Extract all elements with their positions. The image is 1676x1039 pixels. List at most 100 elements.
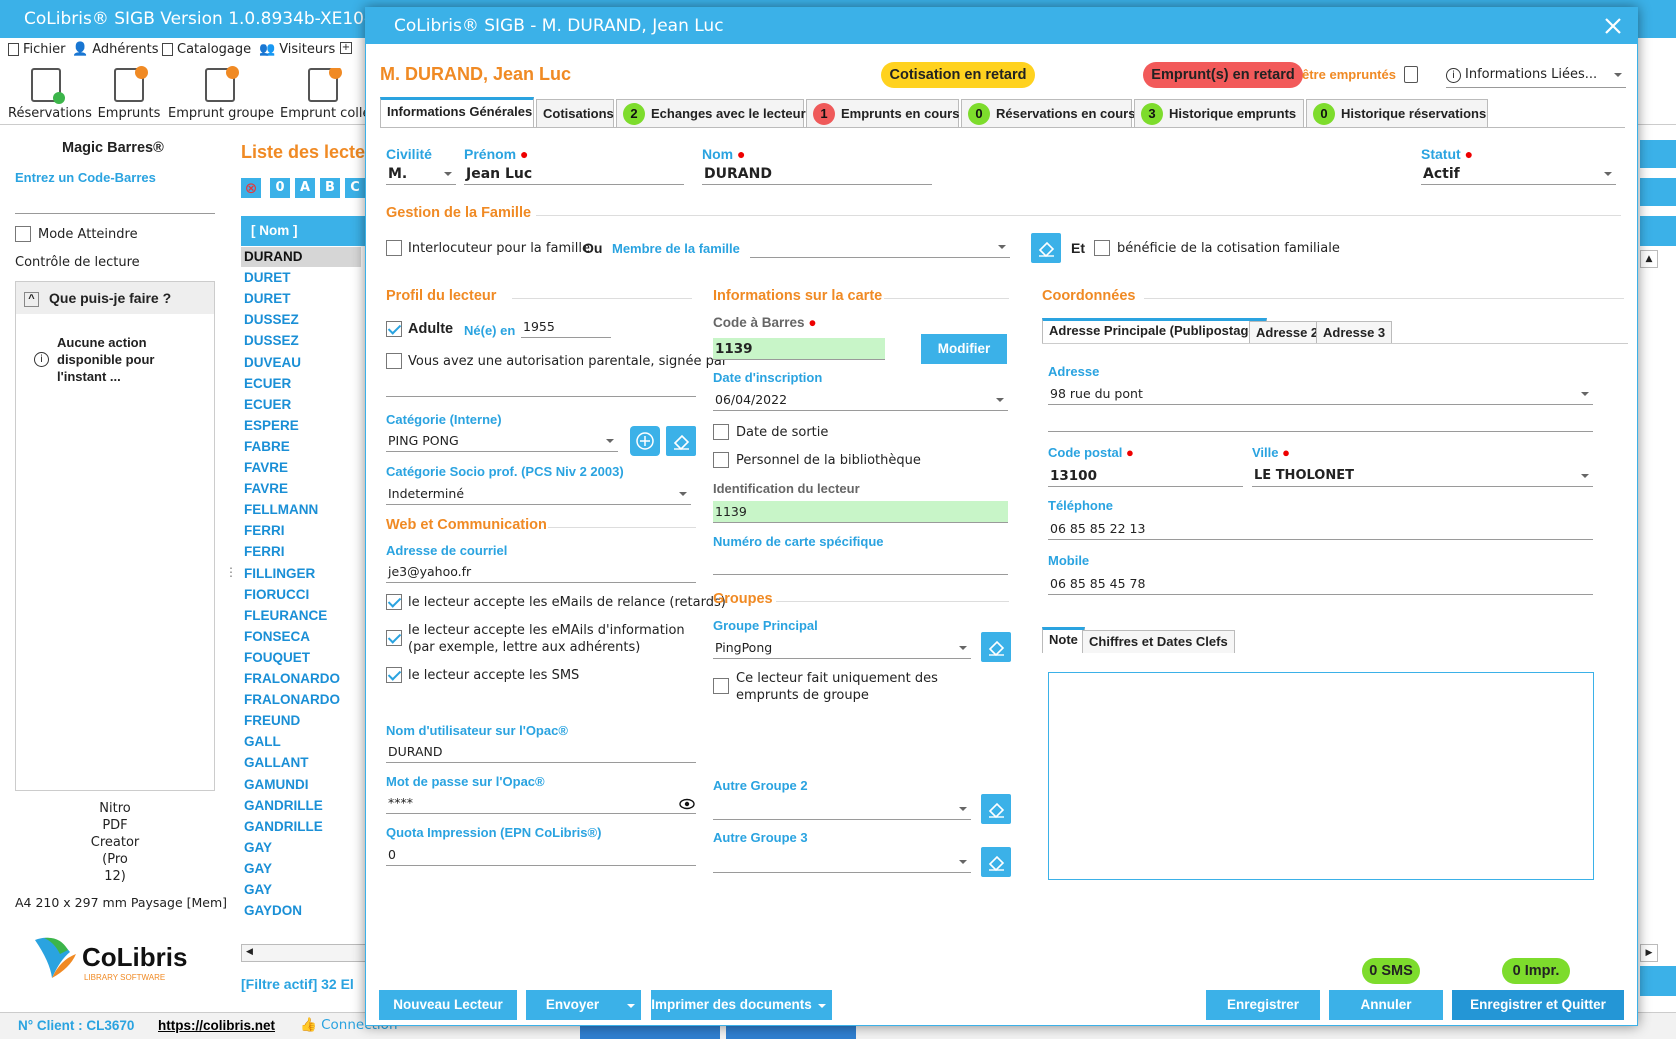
enregistrer-button[interactable]: Enregistrer: [1206, 990, 1320, 1020]
adresse-line-2[interactable]: [1048, 410, 1593, 432]
adresse-select[interactable]: 98 rue du pont: [1048, 383, 1593, 405]
courriel-field[interactable]: je3@yahoo.fr: [386, 561, 696, 583]
letter-filter-a[interactable]: A: [295, 178, 315, 198]
list-item[interactable]: FELLMANN: [244, 502, 319, 518]
list-item[interactable]: DUSSEZ: [244, 333, 299, 349]
inscription-date[interactable]: 06/04/2022: [713, 389, 1008, 411]
list-item[interactable]: FOUQUET: [244, 649, 310, 665]
autorisation-checkbox[interactable]: [386, 353, 402, 369]
autre-groupe-2-select[interactable]: [713, 798, 971, 820]
list-item[interactable]: FERRI: [244, 544, 285, 560]
menu-more[interactable]: +: [340, 42, 352, 54]
list-item[interactable]: GAY: [244, 860, 273, 876]
reservations-button[interactable]: Réservations: [8, 68, 92, 121]
categorie-select[interactable]: PING PONG: [386, 430, 618, 452]
mobile-field[interactable]: 06 85 85 45 78: [1048, 573, 1593, 595]
menu-fichier[interactable]: Fichier: [8, 42, 66, 57]
list-item[interactable]: ECUER: [244, 375, 292, 391]
tab-adresse-3[interactable]: Adresse 3: [1316, 321, 1393, 344]
modifier-button[interactable]: Modifier: [921, 334, 1007, 364]
ville-select[interactable]: LE THOLONET: [1252, 465, 1593, 487]
note-textarea[interactable]: [1048, 672, 1594, 880]
opac-pwd-field[interactable]: ****: [386, 792, 696, 814]
que-puis-je-header[interactable]: ^ Que puis-je faire ?: [16, 282, 214, 314]
relance-checkbox[interactable]: [386, 594, 402, 610]
tab-historique-emprunts[interactable]: 3 Historique emprunts: [1134, 99, 1304, 128]
membre-select[interactable]: [750, 236, 1010, 258]
list-item[interactable]: ESPERE: [244, 417, 299, 433]
tab-cotisations[interactable]: Cotisations: [536, 99, 614, 128]
add-categorie-button[interactable]: [630, 426, 660, 456]
tab-emprunts-en-cours[interactable]: 1 Emprunts en cours: [806, 99, 959, 128]
list-item[interactable]: FRALONARDO: [244, 692, 340, 708]
list-item[interactable]: GALLANT: [244, 755, 309, 771]
nouveau-lecteur-button[interactable]: Nouveau Lecteur: [379, 990, 517, 1020]
opac-user-field[interactable]: DURAND: [386, 741, 696, 763]
quota-field[interactable]: 0: [386, 844, 696, 866]
nom-field[interactable]: DURAND: [702, 163, 932, 185]
clear-groupe-principal-button[interactable]: [981, 632, 1011, 662]
close-icon[interactable]: [1601, 14, 1625, 38]
menu-visiteurs[interactable]: 👥 Visiteurs: [259, 42, 335, 57]
menu-adherents[interactable]: 👤 Adhérents: [72, 42, 159, 57]
list-item[interactable]: GAY: [244, 839, 273, 855]
list-item[interactable]: FONSECA: [244, 628, 311, 644]
code-barres-field[interactable]: 1139: [713, 338, 885, 360]
tab-note[interactable]: Note: [1042, 627, 1085, 653]
telephone-field[interactable]: 06 85 85 22 13: [1048, 518, 1593, 540]
tab-informations-g-n-rales[interactable]: Informations Générales: [380, 97, 534, 128]
list-item[interactable]: FLEURANCE: [244, 607, 328, 623]
list-item[interactable]: DURET: [244, 291, 291, 307]
ident-field[interactable]: 1139: [713, 501, 1008, 523]
list-item[interactable]: FERRI: [244, 523, 285, 539]
right-button-2[interactable]: [1640, 178, 1676, 206]
envoyer-button[interactable]: Envoyer: [526, 990, 641, 1020]
show-password-eye-icon[interactable]: [679, 798, 695, 810]
pcs-select[interactable]: Indeterminé: [386, 483, 691, 505]
code-postal-field[interactable]: 13100: [1048, 465, 1243, 487]
beneficie-checkbox[interactable]: [1094, 240, 1110, 256]
imprimer-documents-button[interactable]: Imprimer des documents: [651, 990, 832, 1020]
list-item[interactable]: GAY: [244, 882, 273, 897]
list-item[interactable]: FABRE: [244, 438, 290, 454]
clear-groupe-3-button[interactable]: [981, 847, 1011, 877]
right-button-4[interactable]: [1640, 966, 1676, 996]
list-item[interactable]: FAVRE: [244, 481, 289, 497]
dropdown-arrow-icon[interactable]: [627, 1004, 635, 1008]
letter-filter-0[interactable]: 0: [270, 178, 290, 198]
date-sortie-checkbox[interactable]: [713, 424, 729, 440]
clear-categorie-button[interactable]: [666, 426, 696, 456]
list-item[interactable]: DURAND: [241, 247, 361, 267]
list-scrollbar[interactable]: ◀: [241, 944, 366, 962]
list-item[interactable]: DURET: [244, 270, 291, 286]
annuler-button[interactable]: Annuler: [1329, 990, 1443, 1020]
personnel-checkbox[interactable]: [713, 452, 729, 468]
numero-carte-field[interactable]: [713, 553, 1008, 575]
tab-chiffres-dates[interactable]: Chiffres et Dates Clefs: [1082, 630, 1235, 653]
menu-catalogage[interactable]: Catalogage: [162, 42, 251, 57]
tab-echanges-avec-le-lecteur[interactable]: 2 Echanges avec le lecteur: [616, 99, 806, 128]
barcode-input[interactable]: [15, 192, 215, 214]
list-item[interactable]: GANDRILLE: [244, 797, 323, 813]
right-button-3[interactable]: [1640, 216, 1676, 246]
sms-checkbox[interactable]: [386, 667, 402, 683]
emprunt-groupe-button[interactable]: Emprunt groupe: [168, 66, 274, 121]
splitter-handle[interactable]: ⋮: [225, 565, 237, 579]
mode-atteindre-checkbox[interactable]: [15, 226, 31, 242]
right-scroll-up[interactable]: ▲: [1640, 250, 1658, 268]
list-item[interactable]: DUVEAU: [244, 354, 302, 370]
list-item[interactable]: DUSSEZ: [244, 312, 299, 328]
autre-groupe-3-select[interactable]: [713, 851, 971, 873]
letter-filter-b[interactable]: B: [320, 178, 340, 198]
list-item[interactable]: GAMUNDI: [244, 776, 309, 792]
list-item[interactable]: ECUER: [244, 396, 292, 412]
list-item[interactable]: FRALONARDO: [244, 671, 340, 686]
emprunt-collectif-button[interactable]: Emprunt collec: [280, 68, 366, 121]
groupe-only-checkbox[interactable]: [713, 678, 729, 694]
list-item[interactable]: FREUND: [244, 713, 301, 729]
emprunts-button[interactable]: Emprunts: [96, 66, 162, 121]
groupe-principal-select[interactable]: PingPong: [713, 637, 971, 659]
tab-r-servations-en-cours[interactable]: 0 Réservations en cours: [961, 99, 1135, 128]
letter-filter-c[interactable]: C: [345, 178, 365, 198]
autorisation-field[interactable]: [386, 375, 696, 397]
